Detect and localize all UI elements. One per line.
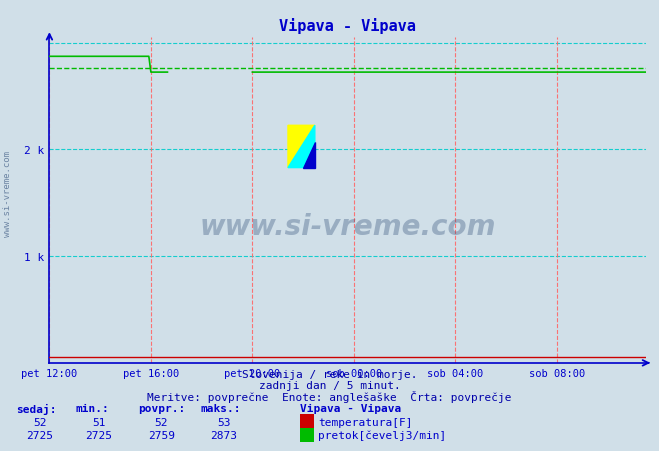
Text: 2759: 2759 (148, 430, 175, 440)
Polygon shape (302, 143, 315, 168)
Text: 52: 52 (155, 417, 168, 427)
Text: 52: 52 (33, 417, 46, 427)
Text: Vipava - Vipava: Vipava - Vipava (300, 403, 401, 413)
Text: www.si-vreme.com: www.si-vreme.com (200, 213, 496, 241)
Polygon shape (288, 126, 315, 168)
Text: 2725: 2725 (86, 430, 112, 440)
Text: min.:: min.: (76, 403, 109, 413)
Title: Vipava - Vipava: Vipava - Vipava (279, 18, 416, 34)
Text: pretok[čevelj3/min]: pretok[čevelj3/min] (318, 430, 447, 441)
Text: maks.:: maks.: (201, 403, 241, 413)
Text: www.si-vreme.com: www.si-vreme.com (3, 151, 13, 237)
Text: Slovenija / reke in morje.: Slovenija / reke in morje. (242, 369, 417, 379)
Polygon shape (288, 126, 315, 168)
Text: 2873: 2873 (211, 430, 237, 440)
Text: temperatura[F]: temperatura[F] (318, 417, 413, 427)
Text: povpr.:: povpr.: (138, 403, 186, 413)
Text: 53: 53 (217, 417, 231, 427)
Text: sedaj:: sedaj: (16, 403, 57, 414)
Text: 51: 51 (92, 417, 105, 427)
Text: 2725: 2725 (26, 430, 53, 440)
Text: zadnji dan / 5 minut.: zadnji dan / 5 minut. (258, 380, 401, 390)
Text: Meritve: povprečne  Enote: anglešaške  Črta: povprečje: Meritve: povprečne Enote: anglešaške Črt… (147, 391, 512, 403)
